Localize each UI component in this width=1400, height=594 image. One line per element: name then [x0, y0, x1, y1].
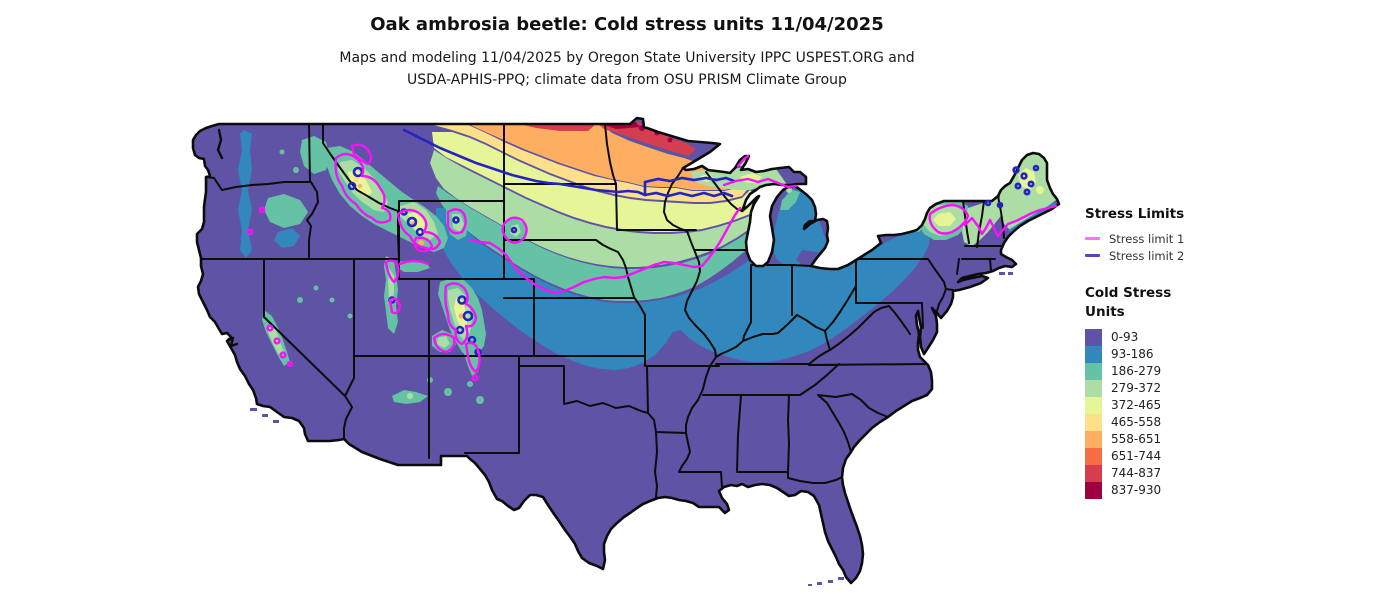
title-block: Oak ambrosia beetle: Cold stress units 1…: [0, 14, 1254, 91]
subtitle-line-2: USDA-APHIS-PPQ; climate data from OSU PR…: [407, 72, 847, 88]
cold-stress-raster: [193, 118, 1059, 586]
stress-limit-1-contour: [246, 143, 1058, 382]
stress-limit-2-line-swatch: [1085, 254, 1100, 257]
legend-class-label: 0-93: [1111, 330, 1139, 344]
legend-class-swatch: [1085, 448, 1102, 465]
legend-class-row: 186-279: [1085, 363, 1275, 380]
legend-class-swatch: [1085, 482, 1102, 499]
legend-class-swatch: [1085, 363, 1102, 380]
conus-outline: [191, 116, 1061, 585]
legend-class-swatch: [1085, 346, 1102, 363]
legend-class-label: 558-651: [1111, 432, 1162, 446]
legend-class-row: 465-558: [1085, 414, 1275, 431]
legend-class-label: 465-558: [1111, 415, 1162, 429]
legend-class-label: 186-279: [1111, 364, 1162, 378]
legend-class-label: 837-930: [1111, 483, 1162, 497]
legend: Stress Limits Stress limit 1 Stress limi…: [1085, 206, 1275, 499]
legend-stress-limit-1: Stress limit 1: [1085, 230, 1275, 247]
stress-limit-1-label: Stress limit 1: [1109, 231, 1185, 246]
map-subtitle: Maps and modeling 11/04/2025 by Oregon S…: [0, 47, 1254, 91]
cold-stress-units-heading: Cold Stress Units: [1085, 285, 1172, 320]
map-title: Oak ambrosia beetle: Cold stress units 1…: [370, 14, 884, 35]
legend-class-swatch: [1085, 414, 1102, 431]
stress-limits-heading: Stress Limits: [1085, 206, 1185, 222]
legend-class-row: 0-93: [1085, 329, 1275, 346]
legend-class-swatch: [1085, 329, 1102, 346]
legend-class-row: 93-186: [1085, 346, 1275, 363]
legend-class-label: 651-744: [1111, 449, 1162, 463]
legend-class-swatch: [1085, 431, 1102, 448]
legend-class-row: 279-372: [1085, 380, 1275, 397]
stress-limit-1-line-swatch: [1085, 237, 1100, 240]
islands: [250, 272, 1013, 586]
legend-class-label: 744-837: [1111, 466, 1162, 480]
legend-class-row: 744-837: [1085, 465, 1275, 482]
legend-class-row: 837-930: [1085, 482, 1275, 499]
legend-class-row: 651-744: [1085, 448, 1275, 465]
legend-class-row: 558-651: [1085, 431, 1275, 448]
legend-class-swatch: [1085, 397, 1102, 414]
legend-class-row: 372-465: [1085, 397, 1275, 414]
legend-class-swatch: [1085, 465, 1102, 482]
legend-class-swatch: [1085, 380, 1102, 397]
subtitle-line-1: Maps and modeling 11/04/2025 by Oregon S…: [339, 50, 915, 66]
legend-class-label: 372-465: [1111, 398, 1162, 412]
stress-limit-2-label: Stress limit 2: [1109, 248, 1185, 263]
legend-stress-limit-2: Stress limit 2: [1085, 247, 1275, 264]
legend-class-label: 93-186: [1111, 347, 1154, 361]
legend-class-label: 279-372: [1111, 381, 1162, 395]
